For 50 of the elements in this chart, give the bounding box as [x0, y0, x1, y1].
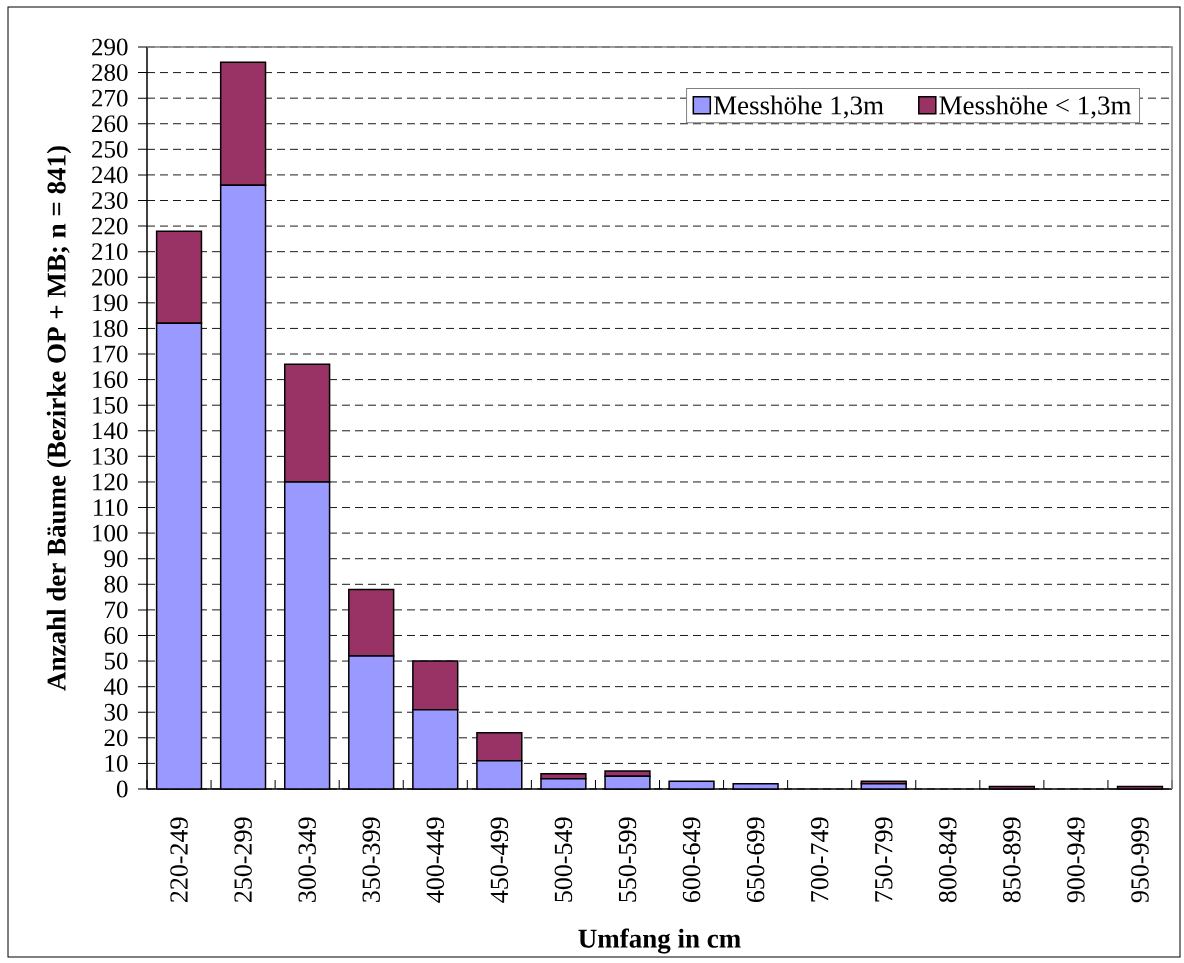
- y-tick-label: 150: [93, 396, 128, 414]
- legend-label: Messhöhe 1,3m: [713, 95, 884, 119]
- x-tick-label: 700-749: [810, 817, 829, 902]
- x-tick-label: 650-699: [746, 817, 765, 903]
- y-tick-label: 70: [105, 601, 128, 619]
- y-tick-label: 40: [103, 678, 128, 696]
- y-tick-label: 270: [92, 89, 128, 107]
- x-tick-label: 800-849: [939, 817, 957, 903]
- y-tick-label: 260: [92, 115, 128, 133]
- legend-label: Messhöhe < 1,3m: [939, 95, 1132, 119]
- y-tick-label: 120: [93, 473, 128, 491]
- y-tick-label: 20: [104, 729, 128, 747]
- y-tick-label: 280: [92, 64, 128, 82]
- y-tick-label: 250: [92, 140, 128, 158]
- y-tick-label: 190: [93, 294, 128, 312]
- y-tick-label: 240: [92, 166, 128, 184]
- y-tick-label: 80: [104, 575, 128, 593]
- y-tick-label: 140: [93, 422, 128, 440]
- x-tick-label: 950-999: [1131, 817, 1149, 903]
- y-tick-label: 100: [93, 524, 128, 542]
- y-tick-label: 170: [93, 345, 128, 363]
- y-tick-label: 0: [116, 780, 128, 798]
- x-tick-label: 400-449: [426, 817, 445, 903]
- y-tick-label: 200: [92, 268, 128, 286]
- y-tick-label: 220: [92, 217, 128, 235]
- y-tick-label: 210: [92, 243, 128, 261]
- x-tick-label: 300-349: [298, 817, 316, 902]
- y-tick-label: 160: [93, 371, 128, 389]
- x-tick-label: 220-249: [170, 817, 188, 903]
- x-tick-label: 850-899: [1003, 817, 1021, 903]
- x-tick-label: 500-549: [554, 817, 573, 902]
- y-tick-label: 90: [104, 550, 128, 568]
- y-tick-label: 30: [104, 703, 128, 721]
- y-axis-title: Anzahl der Bäume (Bezirke OP + MB; n = 841): [46, 146, 72, 691]
- y-tick-label: 130: [93, 447, 128, 465]
- y-tick-label: 50: [104, 652, 128, 670]
- x-tick-label: 900-949: [1067, 817, 1085, 903]
- y-tick-label: 110: [94, 499, 128, 516]
- y-tick-label: 290: [92, 38, 128, 56]
- x-axis-title: Umfang in cm: [578, 928, 741, 954]
- x-tick-label: 250-299: [234, 817, 252, 903]
- x-tick-label: 600-649: [682, 817, 701, 903]
- x-tick-label: 550-599: [618, 817, 637, 902]
- y-tick-label: 230: [92, 192, 128, 209]
- y-tick-label: 180: [93, 320, 128, 337]
- x-tick-label: 350-399: [362, 817, 380, 902]
- x-tick-label: 450-499: [490, 817, 509, 903]
- y-tick-label: 60: [104, 627, 128, 644]
- x-tick-label: 750-799: [874, 817, 893, 902]
- y-tick-label: 10: [105, 754, 128, 772]
